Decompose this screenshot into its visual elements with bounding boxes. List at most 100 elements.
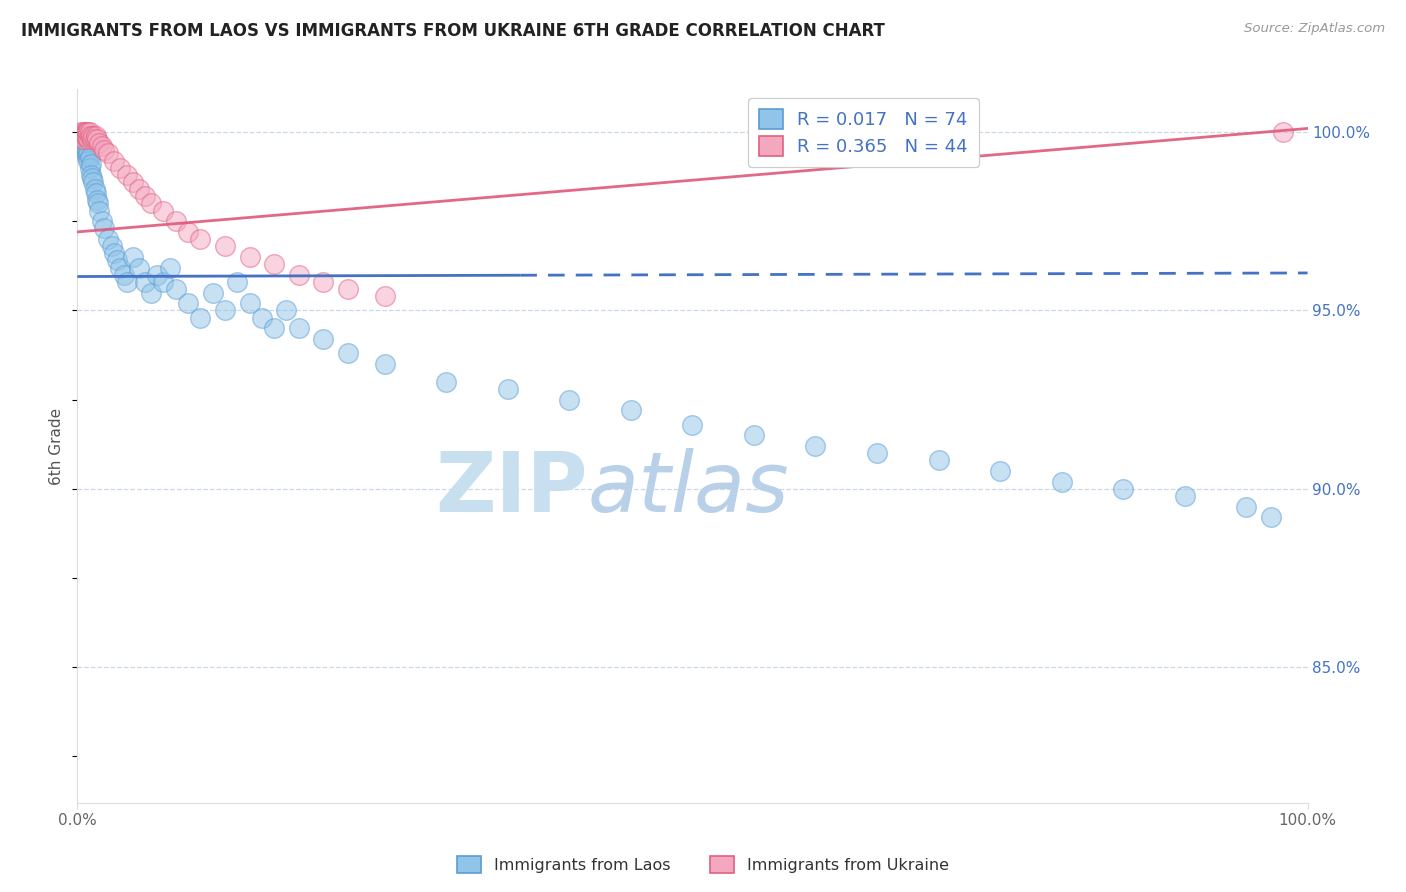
Point <box>141 285 163 300</box>
Point <box>263 257 285 271</box>
Point <box>84 128 107 143</box>
Point <box>110 260 132 275</box>
Point <box>121 250 143 264</box>
Point <box>79 125 101 139</box>
Point <box>72 139 94 153</box>
Point <box>79 128 101 143</box>
Text: ZIP: ZIP <box>436 449 588 529</box>
Point <box>79 150 101 164</box>
Point <box>128 182 150 196</box>
Point <box>110 161 132 175</box>
Point <box>83 182 105 196</box>
Point <box>70 136 93 150</box>
Point <box>86 193 108 207</box>
Point <box>928 453 950 467</box>
Text: IMMIGRANTS FROM LAOS VS IMMIGRANTS FROM UKRAINE 6TH GRADE CORRELATION CHART: IMMIGRANTS FROM LAOS VS IMMIGRANTS FROM … <box>21 22 884 40</box>
Point <box>105 253 128 268</box>
Point <box>115 275 138 289</box>
Legend: R = 0.017   N = 74, R = 0.365   N = 44: R = 0.017 N = 74, R = 0.365 N = 44 <box>748 98 979 167</box>
Point <box>214 303 236 318</box>
Point <box>80 128 103 143</box>
Point <box>70 128 93 143</box>
Point <box>86 132 108 146</box>
Point <box>742 428 765 442</box>
Point <box>76 128 98 143</box>
Point <box>77 125 100 139</box>
Point <box>288 321 311 335</box>
Point <box>79 161 101 175</box>
Point <box>1174 489 1197 503</box>
Point <box>76 125 98 139</box>
Point <box>115 168 138 182</box>
Point <box>72 132 94 146</box>
Point <box>97 146 120 161</box>
Point <box>90 139 114 153</box>
Point <box>1260 510 1282 524</box>
Point <box>276 303 298 318</box>
Point <box>159 260 181 275</box>
Point <box>146 268 169 282</box>
Point <box>73 132 96 146</box>
Point <box>75 128 97 143</box>
Point <box>177 225 200 239</box>
Point <box>214 239 236 253</box>
Point <box>165 214 187 228</box>
Point <box>374 289 396 303</box>
Point <box>239 250 262 264</box>
Point <box>73 139 96 153</box>
Point <box>1050 475 1073 489</box>
Point <box>73 125 96 139</box>
Point <box>141 196 163 211</box>
Point <box>82 132 104 146</box>
Point <box>75 125 97 139</box>
Point <box>73 143 96 157</box>
Point <box>70 132 93 146</box>
Point <box>82 128 104 143</box>
Point <box>201 285 224 300</box>
Point <box>988 464 1011 478</box>
Point <box>312 275 335 289</box>
Point <box>682 417 704 432</box>
Point <box>152 275 174 289</box>
Point <box>1234 500 1257 514</box>
Point <box>226 275 249 289</box>
Point <box>134 275 156 289</box>
Text: Source: ZipAtlas.com: Source: ZipAtlas.com <box>1244 22 1385 36</box>
Point <box>312 332 335 346</box>
Point <box>288 268 311 282</box>
Point <box>558 392 581 407</box>
Point <box>177 296 200 310</box>
Point <box>82 175 104 189</box>
Point <box>620 403 643 417</box>
Point <box>1272 125 1295 139</box>
Point <box>69 132 91 146</box>
Point <box>103 246 125 260</box>
Point <box>82 171 104 186</box>
Point <box>80 168 103 182</box>
Point <box>165 282 187 296</box>
Point <box>84 186 107 200</box>
Point <box>337 346 360 360</box>
Point <box>80 157 103 171</box>
Point <box>76 150 98 164</box>
Point <box>89 136 111 150</box>
Point <box>93 143 115 157</box>
Point <box>70 128 93 143</box>
Point <box>128 260 150 275</box>
Point <box>97 232 120 246</box>
Point <box>1112 482 1135 496</box>
Point <box>75 139 97 153</box>
Text: atlas: atlas <box>588 449 790 529</box>
Point <box>239 296 262 310</box>
Point <box>90 214 114 228</box>
Point <box>496 382 519 396</box>
Point <box>866 446 889 460</box>
Point <box>89 203 111 218</box>
Point <box>83 132 105 146</box>
Point <box>101 239 124 253</box>
Point <box>152 203 174 218</box>
Point <box>69 128 91 143</box>
Point <box>436 375 458 389</box>
Point <box>93 221 115 235</box>
Point <box>374 357 396 371</box>
